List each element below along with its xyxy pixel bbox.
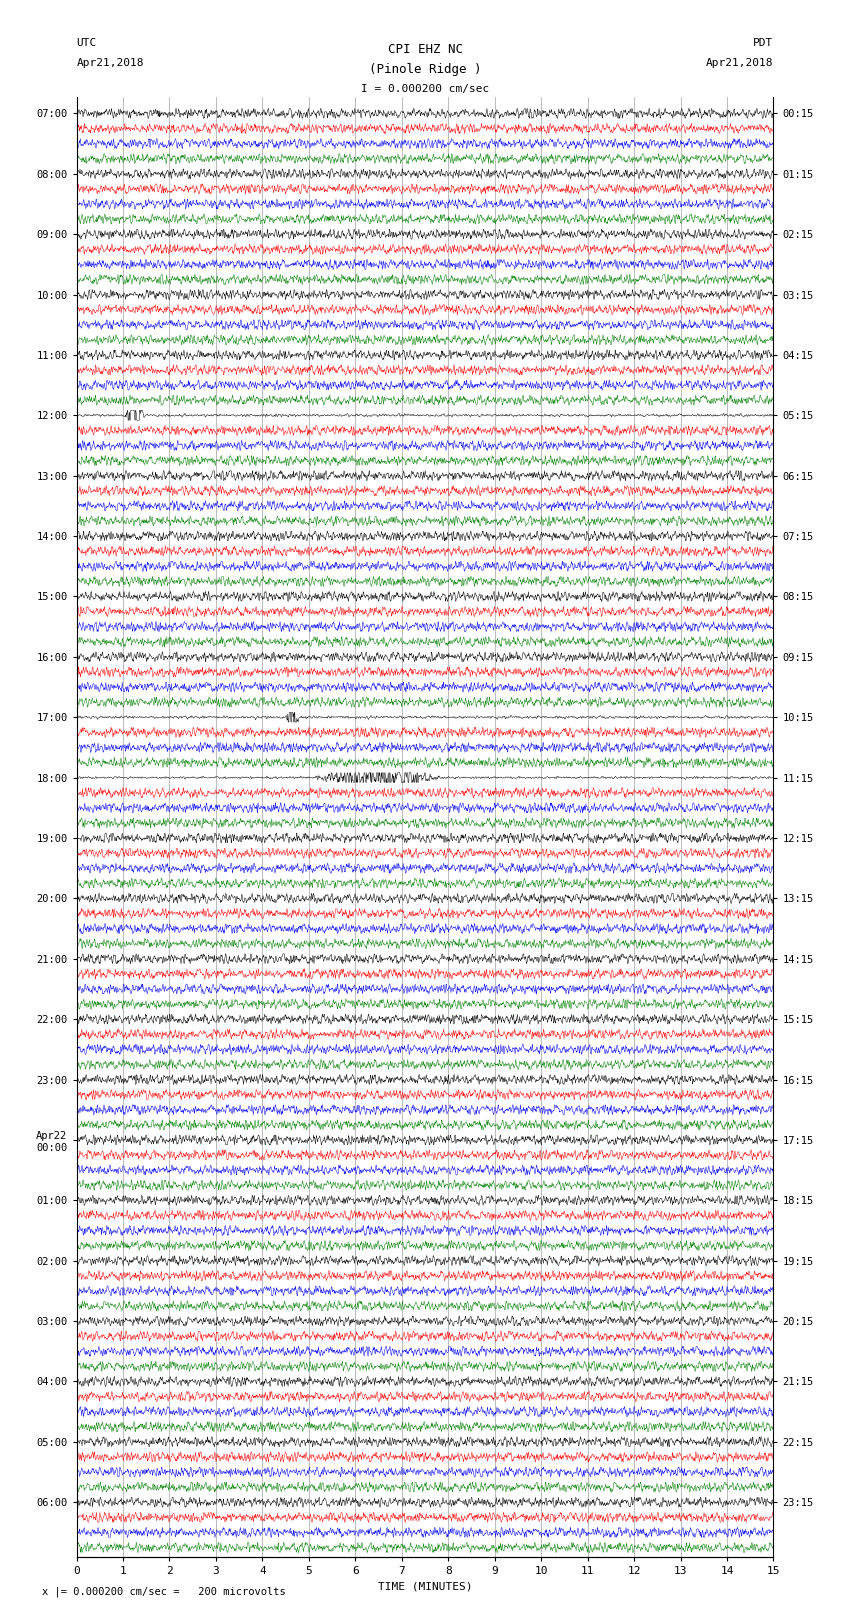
Text: PDT: PDT xyxy=(753,39,774,48)
Text: x |= 0.000200 cm/sec =   200 microvolts: x |= 0.000200 cm/sec = 200 microvolts xyxy=(42,1586,286,1597)
Text: Apr21,2018: Apr21,2018 xyxy=(76,58,144,68)
Text: Apr21,2018: Apr21,2018 xyxy=(706,58,774,68)
Text: CPI EHZ NC: CPI EHZ NC xyxy=(388,44,462,56)
X-axis label: TIME (MINUTES): TIME (MINUTES) xyxy=(377,1581,473,1590)
Text: I = 0.000200 cm/sec: I = 0.000200 cm/sec xyxy=(361,84,489,94)
Text: (Pinole Ridge ): (Pinole Ridge ) xyxy=(369,63,481,76)
Text: UTC: UTC xyxy=(76,39,97,48)
